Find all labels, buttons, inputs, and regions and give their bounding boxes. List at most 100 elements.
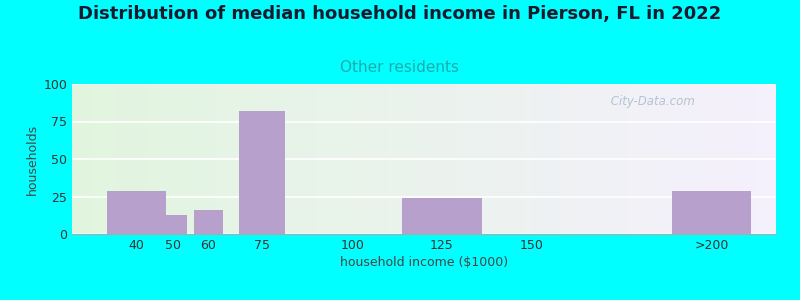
Bar [192, 84, 195, 234]
Bar [286, 84, 290, 234]
Bar [653, 84, 656, 234]
Bar [118, 84, 122, 234]
Bar [744, 84, 748, 234]
Bar [245, 84, 248, 234]
Bar [160, 84, 163, 234]
Bar [642, 84, 646, 234]
Bar [378, 84, 382, 234]
Bar [128, 84, 132, 234]
Bar [157, 84, 160, 234]
Bar [399, 84, 403, 234]
Bar [491, 84, 494, 234]
Bar [170, 84, 174, 234]
Bar [417, 84, 421, 234]
Text: Other residents: Other residents [341, 60, 459, 75]
Bar [706, 84, 709, 234]
Bar [738, 84, 741, 234]
Bar [322, 84, 326, 234]
Bar [311, 84, 315, 234]
Bar [174, 84, 178, 234]
Bar [734, 84, 738, 234]
Bar [350, 84, 354, 234]
Bar [181, 84, 185, 234]
Bar [638, 84, 642, 234]
Bar [554, 84, 558, 234]
Bar [716, 84, 720, 234]
Bar [462, 84, 466, 234]
Bar [326, 84, 329, 234]
Bar [227, 84, 230, 234]
Bar [122, 84, 125, 234]
Bar [766, 84, 769, 234]
Bar [610, 84, 614, 234]
Bar [572, 84, 575, 234]
Bar [104, 84, 107, 234]
Bar [153, 84, 157, 234]
Bar [107, 190, 166, 234]
Bar [614, 84, 618, 234]
Bar [603, 84, 607, 234]
Bar [178, 84, 181, 234]
Bar [158, 214, 187, 234]
Bar [239, 111, 286, 234]
Bar [386, 84, 389, 234]
Bar [434, 84, 438, 234]
Bar [406, 84, 410, 234]
Bar [456, 84, 459, 234]
Bar [650, 84, 653, 234]
Bar [568, 84, 572, 234]
Bar [79, 84, 82, 234]
Bar [210, 84, 213, 234]
Bar [660, 84, 663, 234]
Bar [354, 84, 357, 234]
Bar [216, 84, 220, 234]
Bar [276, 84, 280, 234]
Bar [487, 84, 491, 234]
Bar [484, 84, 487, 234]
Bar [695, 84, 698, 234]
Bar [621, 84, 625, 234]
Bar [100, 84, 104, 234]
Bar [93, 84, 97, 234]
Bar [255, 84, 258, 234]
Bar [445, 84, 449, 234]
Bar [720, 84, 723, 234]
Bar [346, 84, 350, 234]
Bar [90, 84, 93, 234]
Bar [357, 84, 361, 234]
Bar [713, 84, 716, 234]
Bar [248, 84, 251, 234]
Bar [308, 84, 311, 234]
Bar [726, 84, 730, 234]
Bar [414, 84, 417, 234]
Bar [586, 84, 590, 234]
Bar [691, 84, 695, 234]
Bar [709, 84, 713, 234]
Bar [723, 84, 726, 234]
Bar [318, 84, 322, 234]
Bar [251, 84, 255, 234]
Bar [283, 84, 286, 234]
Bar [392, 84, 396, 234]
Bar [688, 84, 691, 234]
Bar [449, 84, 452, 234]
Bar [459, 84, 462, 234]
Bar [421, 84, 424, 234]
Bar [135, 84, 139, 234]
Bar [474, 84, 477, 234]
Bar [75, 84, 79, 234]
Bar [107, 84, 110, 234]
Bar [213, 84, 216, 234]
Bar [368, 84, 371, 234]
Bar [452, 84, 456, 234]
Bar [223, 84, 227, 234]
Bar [142, 84, 146, 234]
Bar [635, 84, 638, 234]
Bar [502, 84, 505, 234]
Bar [674, 84, 678, 234]
Bar [202, 84, 206, 234]
Bar [230, 84, 234, 234]
Bar [139, 84, 142, 234]
Bar [672, 190, 751, 234]
Bar [258, 84, 262, 234]
